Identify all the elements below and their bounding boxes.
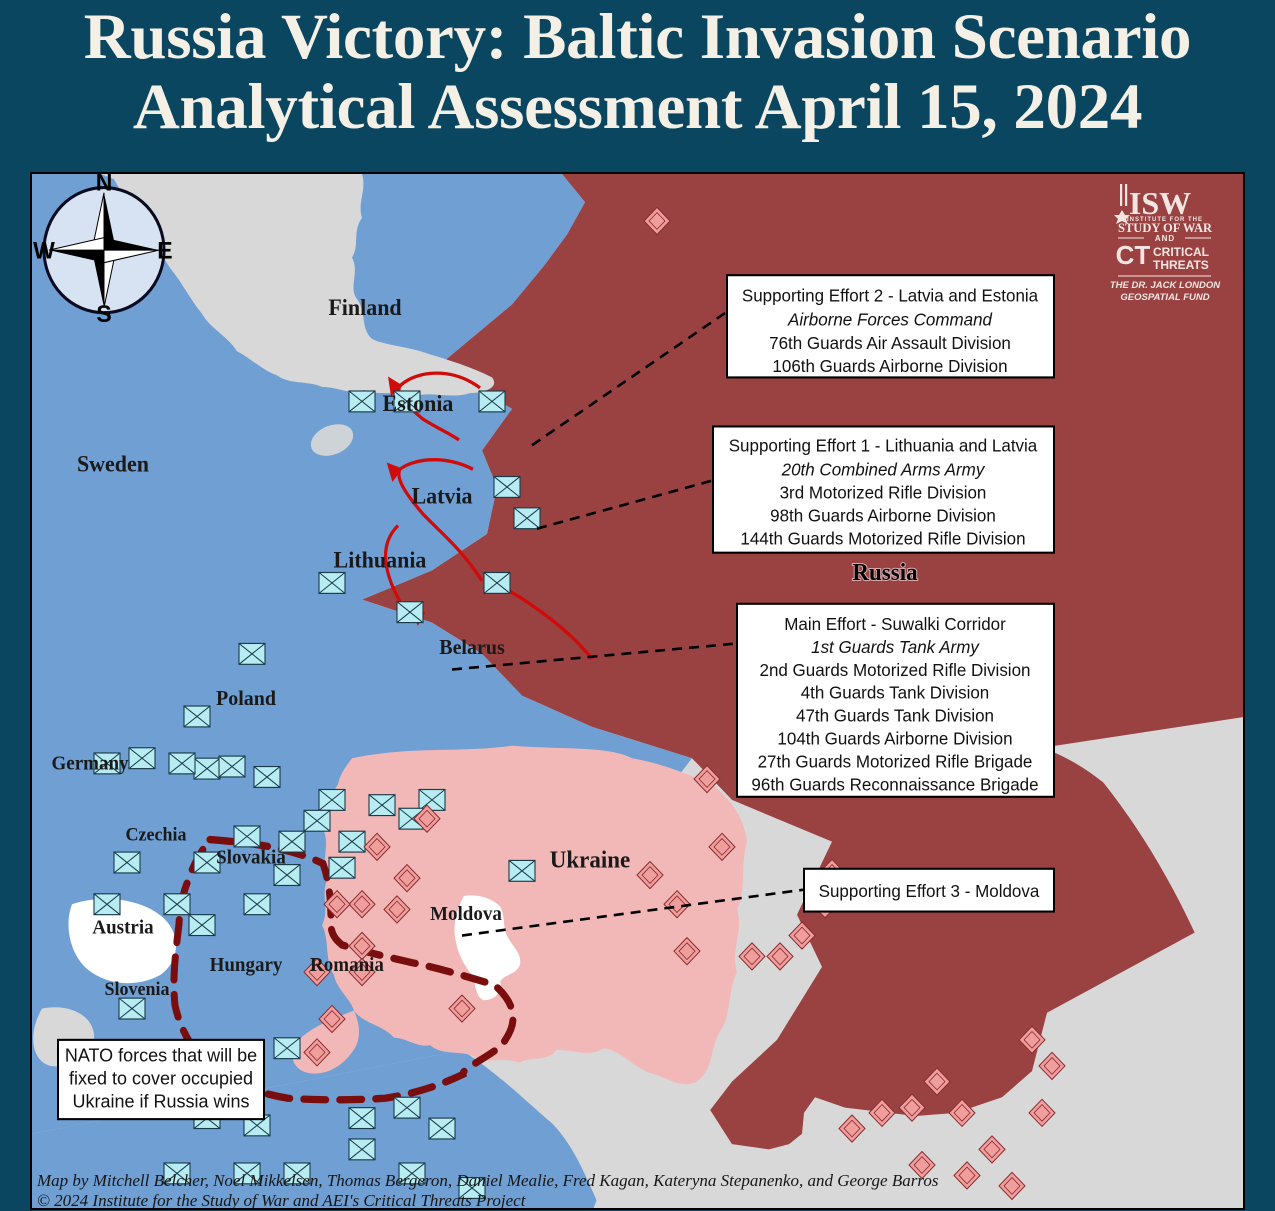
svg-text:2nd Guards Motorized Rifle Div: 2nd Guards Motorized Rifle Division xyxy=(760,659,1031,679)
svg-text:Belarus: Belarus xyxy=(439,637,505,659)
svg-text:Supporting Effort 3 - Moldova: Supporting Effort 3 - Moldova xyxy=(819,881,1040,901)
svg-text:S: S xyxy=(96,301,111,328)
svg-text:Supporting Effort 1 - Lithuani: Supporting Effort 1 - Lithuania and Latv… xyxy=(729,435,1038,455)
svg-text:Hungary: Hungary xyxy=(210,955,283,976)
svg-text:Main Effort - Suwalki Corridor: Main Effort - Suwalki Corridor xyxy=(784,614,1006,634)
svg-text:THREATS: THREATS xyxy=(1153,258,1209,272)
svg-text:144th Guards Motorized Rifle D: 144th Guards Motorized Rifle Division xyxy=(740,528,1025,548)
svg-text:47th Guards Tank Division: 47th Guards Tank Division xyxy=(796,705,994,725)
svg-text:NATO forces that will be: NATO forces that will be xyxy=(65,1044,257,1065)
svg-text:N: N xyxy=(96,174,113,196)
svg-text:96th Guards Reconnaissance Bri: 96th Guards Reconnaissance Brigade xyxy=(751,774,1038,794)
svg-text:CT: CT xyxy=(1116,240,1151,270)
svg-text:Russia: Russia xyxy=(852,559,917,586)
svg-text:GEOSPATIAL FUND: GEOSPATIAL FUND xyxy=(1120,292,1209,303)
svg-text:Austria: Austria xyxy=(92,917,153,938)
svg-text:Ukraine if Russia wins: Ukraine if Russia wins xyxy=(73,1090,250,1111)
svg-text:3rd Motorized Rifle Division: 3rd Motorized Rifle Division xyxy=(780,482,987,502)
svg-text:Germany: Germany xyxy=(51,753,128,774)
svg-text:Moldova: Moldova xyxy=(430,904,502,925)
svg-text:W: W xyxy=(33,237,56,264)
svg-text:Romania: Romania xyxy=(310,955,384,976)
svg-text:Czechia: Czechia xyxy=(126,824,187,844)
svg-text:Poland: Poland xyxy=(216,688,277,710)
svg-text:AND: AND xyxy=(1155,234,1175,243)
svg-text:Ukraine: Ukraine xyxy=(550,847,630,874)
svg-text:20th Combined Arms Army: 20th Combined Arms Army xyxy=(781,459,986,479)
svg-text:Latvia: Latvia xyxy=(411,483,472,509)
svg-text:Lithuania: Lithuania xyxy=(334,547,427,573)
svg-text:1st Guards Tank Army: 1st Guards Tank Army xyxy=(811,636,980,656)
svg-text:98th Guards Airborne Division: 98th Guards Airborne Division xyxy=(770,505,996,525)
svg-text:Map by Mitchell Belcher, Noel: Map by Mitchell Belcher, Noel Mikkelsen,… xyxy=(36,1171,939,1190)
svg-text:76th Guards Air Assault Divisi: 76th Guards Air Assault Division xyxy=(769,333,1011,353)
svg-text:104th Guards Airborne Division: 104th Guards Airborne Division xyxy=(777,728,1012,748)
svg-text:Sweden: Sweden xyxy=(77,451,150,477)
svg-text:STUDY OF WAR: STUDY OF WAR xyxy=(1118,221,1213,235)
svg-text:Estonia: Estonia xyxy=(383,390,454,416)
svg-text:Airborne Forces Command: Airborne Forces Command xyxy=(787,309,993,329)
svg-text:© 2024 Institute for the Study: © 2024 Institute for the Study of War an… xyxy=(37,1191,527,1210)
svg-text:Slovenia: Slovenia xyxy=(105,979,170,999)
svg-text:ISW: ISW xyxy=(1129,185,1191,221)
svg-text:Slovakia: Slovakia xyxy=(216,847,286,868)
svg-text:27th Guards Motorized Rifle Br: 27th Guards Motorized Rifle Brigade xyxy=(758,751,1033,771)
svg-text:Supporting Effort 2 - Latvia a: Supporting Effort 2 - Latvia and Estonia xyxy=(742,285,1039,305)
svg-text:THE DR. JACK LONDON: THE DR. JACK LONDON xyxy=(1110,280,1221,291)
svg-text:E: E xyxy=(157,237,172,264)
svg-text:Finland: Finland xyxy=(328,294,402,320)
svg-text:CRITICAL: CRITICAL xyxy=(1153,245,1209,259)
svg-text:fixed to cover occupied: fixed to cover occupied xyxy=(69,1067,253,1088)
svg-text:106th Guards Airborne Division: 106th Guards Airborne Division xyxy=(772,356,1007,376)
svg-text:4th Guards Tank Division: 4th Guards Tank Division xyxy=(801,682,990,702)
